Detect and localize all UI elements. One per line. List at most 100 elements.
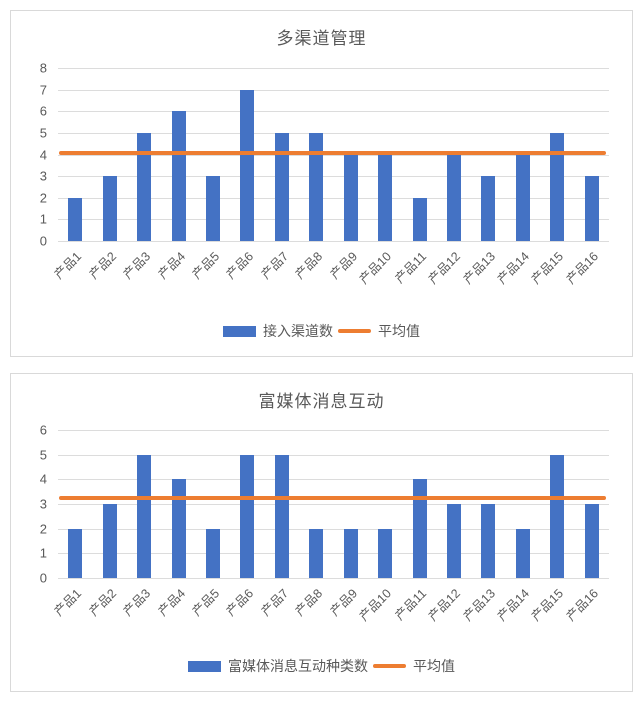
x-axis-category-label: 产品10 bbox=[356, 249, 395, 287]
bar bbox=[412, 479, 427, 578]
bar bbox=[205, 176, 220, 241]
legend: 富媒体消息互动种类数 平均值 bbox=[11, 656, 632, 676]
x-axis-category-label: 产品12 bbox=[425, 249, 464, 287]
y-axis-tick-label: 0 bbox=[39, 570, 47, 586]
y-axis-tick-label: 0 bbox=[39, 233, 47, 249]
gridline bbox=[58, 479, 609, 481]
gridline bbox=[58, 454, 609, 456]
bar bbox=[171, 479, 186, 578]
x-axis-labels: 产品1 产品2 产品3 产品4 产品5 产品6 产品7 产品8 产品9 产品10 产品11 产品12 产… bbox=[52, 241, 609, 305]
y-axis-tick-label: 6 bbox=[39, 103, 47, 119]
y-axis-tick-label: 5 bbox=[39, 447, 47, 463]
plot-area: 0 1 2 3 4 5 6 bbox=[40, 424, 609, 585]
x-axis-category-label: 产品14 bbox=[494, 249, 533, 287]
bar bbox=[343, 528, 358, 578]
y-axis-tick-label: 8 bbox=[39, 60, 47, 76]
bar bbox=[274, 132, 289, 241]
x-axis-labels: 产品1 产品2 产品3 产品4 产品5 产品6 产品7 产品8 产品9 产品10 产品11 产品12 产… bbox=[52, 578, 609, 642]
x-axis-category-label: 产品4 bbox=[155, 249, 188, 282]
x-axis-category-label: 产品16 bbox=[563, 586, 601, 624]
x-axis-category-label: 产品9 bbox=[327, 249, 360, 282]
y-axis-tick-label: 3 bbox=[39, 168, 47, 184]
x-axis-category-label: 产品2 bbox=[86, 586, 119, 619]
bar bbox=[309, 528, 324, 578]
x-axis-category-label: 产品11 bbox=[392, 586, 429, 624]
bar bbox=[584, 504, 599, 578]
bar bbox=[137, 132, 152, 241]
legend: 接入渠道数 平均值 bbox=[11, 321, 632, 341]
chart-title: 多渠道管理 bbox=[276, 29, 367, 48]
y-axis-tick-label: 7 bbox=[39, 82, 47, 98]
legend-label: 平均值 bbox=[378, 323, 420, 339]
x-axis-category-label: 产品16 bbox=[563, 249, 601, 287]
bar bbox=[240, 89, 255, 241]
x-axis-category-label: 产品13 bbox=[460, 586, 498, 624]
x-axis-category-label: 产品3 bbox=[120, 249, 154, 282]
x-axis-category-label: 产品5 bbox=[189, 586, 223, 619]
y-axis-tick-label: 5 bbox=[39, 125, 47, 141]
y-axis-tick-label: 4 bbox=[39, 147, 47, 162]
bar-series-swatch-icon bbox=[223, 325, 256, 337]
bar bbox=[274, 454, 289, 578]
legend-item-bar-series: 接入渠道数 bbox=[223, 321, 333, 341]
y-axis-tick-label: 1 bbox=[39, 211, 47, 227]
gridline bbox=[58, 68, 609, 69]
legend-label: 富媒体消息互动种类数 bbox=[228, 658, 368, 674]
bar-series-swatch-icon bbox=[188, 660, 221, 672]
x-axis-category-label: 产品9 bbox=[327, 586, 360, 619]
bar bbox=[205, 528, 220, 578]
x-axis-category-label: 产品3 bbox=[120, 586, 154, 619]
y-axis-tick-label: 3 bbox=[39, 496, 47, 512]
x-axis-category-label: 产品4 bbox=[155, 586, 188, 619]
gridline bbox=[58, 132, 609, 134]
x-axis-category-label: 产品6 bbox=[224, 586, 257, 619]
x-axis-category-label: 产品11 bbox=[392, 249, 429, 287]
gridline bbox=[58, 430, 609, 431]
gridline bbox=[58, 111, 609, 113]
legend-label: 平均值 bbox=[413, 658, 455, 674]
bar bbox=[68, 528, 83, 578]
x-axis-category-label: 产品7 bbox=[258, 249, 292, 282]
x-axis-category-label: 产品13 bbox=[460, 249, 498, 287]
gridline bbox=[58, 197, 609, 199]
bar bbox=[412, 197, 427, 241]
chart-card-multichannel: 多渠道管理 0 1 2 3 4 5 6 7 8 产品1 产品2 产品3 产品4 产品5 产品6 产品7 产品8… bbox=[10, 10, 633, 357]
line-series-swatch-icon bbox=[373, 664, 406, 668]
x-axis-category-label: 产品10 bbox=[356, 586, 395, 624]
bar bbox=[343, 154, 358, 241]
gridline bbox=[58, 241, 609, 242]
legend-label: 接入渠道数 bbox=[263, 323, 333, 339]
bar bbox=[102, 504, 117, 578]
x-axis-category-label: 产品5 bbox=[189, 249, 223, 282]
legend-item-bar-series: 富媒体消息互动种类数 bbox=[188, 656, 368, 676]
y-axis-tick-label: 4 bbox=[39, 471, 47, 487]
plot-area: 0 1 2 3 4 5 6 7 8 bbox=[40, 62, 609, 248]
gridline bbox=[58, 578, 609, 579]
x-axis-category-label: 产品8 bbox=[292, 586, 326, 619]
chart-card-richmedia: 富媒体消息互动 0 1 2 3 4 5 6 产品1 产品2 产品3 产品4 产品5 产品6 产品7 产品8… bbox=[10, 373, 633, 692]
bar bbox=[481, 176, 496, 241]
x-axis-category-label: 产品1 bbox=[51, 249, 85, 282]
gridline bbox=[58, 528, 609, 530]
x-axis-category-label: 产品2 bbox=[86, 249, 119, 282]
bar bbox=[550, 454, 565, 578]
bar bbox=[447, 504, 462, 578]
legend-item-line-series: 平均值 bbox=[373, 656, 455, 676]
bar bbox=[102, 176, 117, 241]
legend-item-line-series: 平均值 bbox=[338, 321, 420, 341]
x-axis-category-label: 产品1 bbox=[51, 586, 85, 619]
bar bbox=[137, 454, 152, 578]
gridline bbox=[58, 553, 609, 555]
bar bbox=[447, 154, 462, 241]
y-axis-tick-label: 1 bbox=[39, 545, 47, 561]
bar bbox=[515, 154, 530, 241]
y-axis-tick-label: 2 bbox=[39, 521, 47, 537]
x-axis-category-label: 产品15 bbox=[529, 249, 567, 287]
bar bbox=[481, 504, 496, 578]
gridline bbox=[58, 176, 609, 178]
x-axis-category-label: 产品12 bbox=[425, 586, 464, 624]
bar bbox=[171, 111, 186, 241]
bar bbox=[309, 132, 324, 241]
chart-title: 富媒体消息互动 bbox=[258, 392, 385, 411]
